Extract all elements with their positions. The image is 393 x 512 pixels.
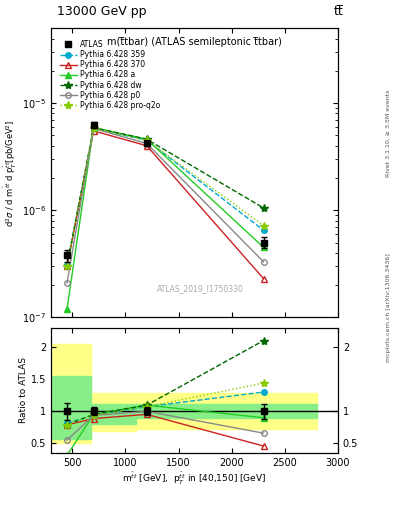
Y-axis label: Ratio to ATLAS: Ratio to ATLAS [19,357,28,423]
Text: tt̅: tt̅ [334,5,344,18]
Text: m(t̅tbar) (ATLAS semileptonic t̅tbar): m(t̅tbar) (ATLAS semileptonic t̅tbar) [107,37,282,47]
X-axis label: m$^{\bar{t}t}$ [GeV],  p$_T^{\bar{t}t}$ in [40,150] [GeV]: m$^{\bar{t}t}$ [GeV], p$_T^{\bar{t}t}$ i… [122,471,267,487]
Text: 13000 GeV pp: 13000 GeV pp [57,5,147,18]
Legend: ATLAS, Pythia 6.428 359, Pythia 6.428 370, Pythia 6.428 a, Pythia 6.428 dw, Pyth: ATLAS, Pythia 6.428 359, Pythia 6.428 37… [58,38,162,112]
Text: ATLAS_2019_I1750330: ATLAS_2019_I1750330 [157,284,244,293]
Y-axis label: d$^2\sigma$ / d m$^{\bar{t}t}$ d p$_T^{\bar{t}t}$[pb/GeV$^2$]: d$^2\sigma$ / d m$^{\bar{t}t}$ d p$_T^{\… [3,119,19,226]
Text: Rivet 3.1.10, ≥ 3.5M events: Rivet 3.1.10, ≥ 3.5M events [386,90,391,177]
Text: mcplots.cern.ch [arXiv:1306.3436]: mcplots.cern.ch [arXiv:1306.3436] [386,253,391,361]
